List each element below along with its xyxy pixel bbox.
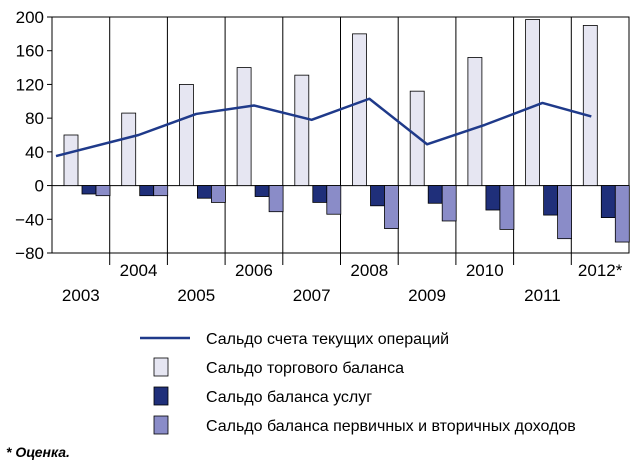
x-tick-label: 2008 bbox=[350, 261, 388, 280]
bar bbox=[139, 185, 155, 197]
x-tick-label: 2009 bbox=[408, 286, 446, 305]
y-tick-label: 0 bbox=[35, 177, 44, 196]
x-tick-label: 2011 bbox=[524, 286, 561, 305]
x-tick-label: 2004 bbox=[120, 261, 158, 280]
y-tick-label: 40 bbox=[25, 143, 44, 162]
legend-swatch bbox=[153, 415, 169, 435]
bar bbox=[326, 185, 342, 215]
y-tick-label: 80 bbox=[25, 109, 44, 128]
x-tick-label: 2012* bbox=[578, 261, 623, 280]
bar bbox=[525, 19, 540, 186]
legend-label: Сальдо счета текущих операций bbox=[206, 331, 449, 348]
x-tick-label: 2006 bbox=[235, 261, 273, 280]
bar bbox=[427, 185, 443, 204]
legend-swatch bbox=[153, 357, 169, 377]
bar bbox=[543, 185, 558, 216]
bar bbox=[557, 185, 572, 240]
bar bbox=[614, 185, 630, 243]
bar bbox=[196, 185, 212, 199]
bar bbox=[178, 84, 194, 186]
bar bbox=[81, 185, 97, 195]
y-tick-label: 120 bbox=[16, 75, 44, 94]
bar bbox=[499, 185, 515, 230]
legend-label: Сальдо баланса услуг bbox=[206, 389, 372, 406]
bar bbox=[268, 185, 284, 213]
bar bbox=[312, 185, 328, 203]
bar bbox=[409, 90, 425, 186]
bar bbox=[63, 134, 79, 186]
x-tick-label: 2007 bbox=[293, 286, 331, 305]
bar bbox=[210, 185, 226, 203]
bar bbox=[236, 67, 252, 186]
bar bbox=[352, 33, 367, 186]
y-tick-label: 200 bbox=[16, 8, 44, 27]
footnote: * Оценка. bbox=[6, 444, 70, 460]
legend-label: Сальдо баланса первичных и вторичных дох… bbox=[206, 418, 576, 435]
bar bbox=[467, 57, 483, 186]
bar bbox=[95, 185, 111, 197]
x-tick-label: 2003 bbox=[62, 286, 100, 305]
bar bbox=[370, 185, 385, 207]
bar bbox=[153, 185, 169, 197]
bar bbox=[384, 185, 399, 229]
y-tick-label: 160 bbox=[16, 42, 44, 61]
bar bbox=[121, 112, 137, 186]
legend-swatch bbox=[153, 386, 169, 406]
bar bbox=[254, 185, 270, 197]
x-tick-label: 2010 bbox=[466, 261, 504, 280]
bar bbox=[294, 74, 310, 186]
bar bbox=[441, 185, 457, 222]
bar bbox=[582, 25, 598, 186]
legend-label: Сальдо торгового баланса bbox=[206, 360, 404, 377]
x-tick-label: 2005 bbox=[177, 286, 215, 305]
y-tick-label: −80 bbox=[15, 244, 44, 263]
current-account-line bbox=[55, 97, 592, 158]
y-tick-label: −40 bbox=[15, 210, 44, 229]
bar bbox=[485, 185, 501, 211]
bar bbox=[600, 185, 616, 218]
